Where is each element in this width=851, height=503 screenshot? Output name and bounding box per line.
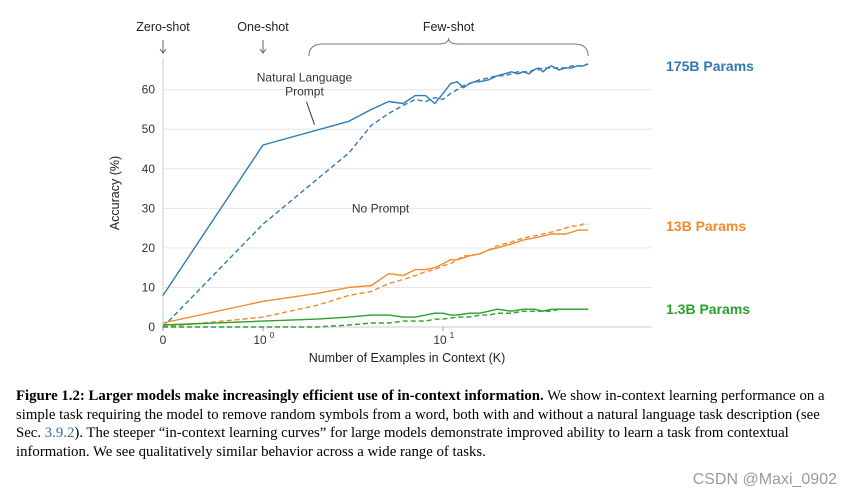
- legend-175b: 175B Params: [666, 58, 754, 74]
- annotation-0-line-0: Natural Language: [257, 71, 353, 85]
- region-label-zero-shot: Zero-shot: [136, 20, 190, 34]
- region-markers: Zero-shot One-shot Few-shot: [136, 20, 589, 57]
- watermark: CSDN @Maxi_0902: [692, 471, 837, 488]
- series-line-13B-no-prompt: [162, 223, 589, 328]
- caption-body-pre: We show in-context learning performance …: [16, 388, 825, 441]
- caption-bold-text: Larger models make increasingly efficien…: [88, 388, 544, 404]
- caption-section-ref[interactable]: 3.9.2: [44, 425, 75, 441]
- annotation-pointer-0: [306, 101, 315, 125]
- y-tick-10: 10: [142, 280, 156, 294]
- y-tick-60: 60: [142, 83, 156, 97]
- series-line-1.3B-no-prompt: [163, 308, 589, 328]
- gridlines: [163, 89, 652, 288]
- region-brace-few-shot: [308, 37, 589, 57]
- y-tick-labels: 0 10 20 30 40 50 60: [142, 83, 156, 334]
- region-arrowhead-zero-shot: [159, 48, 167, 54]
- y-tick-50: 50: [142, 122, 156, 136]
- x-tick-0: 0: [160, 333, 167, 347]
- series-line-13B-natural-language: [162, 229, 589, 324]
- x-tick-exp-0: 0: [270, 330, 275, 340]
- annotation-1-line-0: No Prompt: [352, 201, 410, 215]
- caption-figure-label: Figure 1.2:: [16, 388, 85, 404]
- y-tick-40: 40: [142, 162, 156, 176]
- x-axis-title: Number of Examples in Context (K): [309, 351, 506, 365]
- legend-13b: 13B Params: [666, 218, 746, 234]
- figure-caption: Figure 1.2: Larger models make increasin…: [16, 387, 838, 461]
- x-tick-labels: 0 10 0 10 1: [160, 327, 455, 347]
- series-lines: [162, 63, 589, 328]
- caption-body-post: ). The steeper “in-context learning curv…: [16, 425, 789, 460]
- y-tick-20: 20: [142, 241, 156, 255]
- x-tick-101: 10: [433, 333, 447, 347]
- y-axis-title: Accuracy (%): [108, 156, 122, 230]
- legend-1.3b: 1.3B Params: [666, 301, 750, 317]
- region-label-one-shot: One-shot: [237, 20, 289, 34]
- legend: 175B Params 13B Params 1.3B Params: [666, 58, 754, 317]
- annotation-1: No Prompt: [352, 201, 410, 215]
- x-tick-exp-1: 1: [450, 330, 455, 340]
- annotation-0-line-1: Prompt: [285, 85, 324, 99]
- x-tick-100: 10: [253, 333, 267, 347]
- region-arrowhead-one-shot: [259, 48, 267, 54]
- annotation-0: Natural Language Prompt: [257, 71, 353, 99]
- region-label-few-shot: Few-shot: [423, 20, 475, 34]
- y-tick-0: 0: [148, 320, 155, 334]
- y-tick-30: 30: [142, 201, 156, 215]
- series-line-175B-no-prompt: [162, 63, 589, 328]
- annotations: Natural Language Prompt No Prompt: [257, 71, 410, 216]
